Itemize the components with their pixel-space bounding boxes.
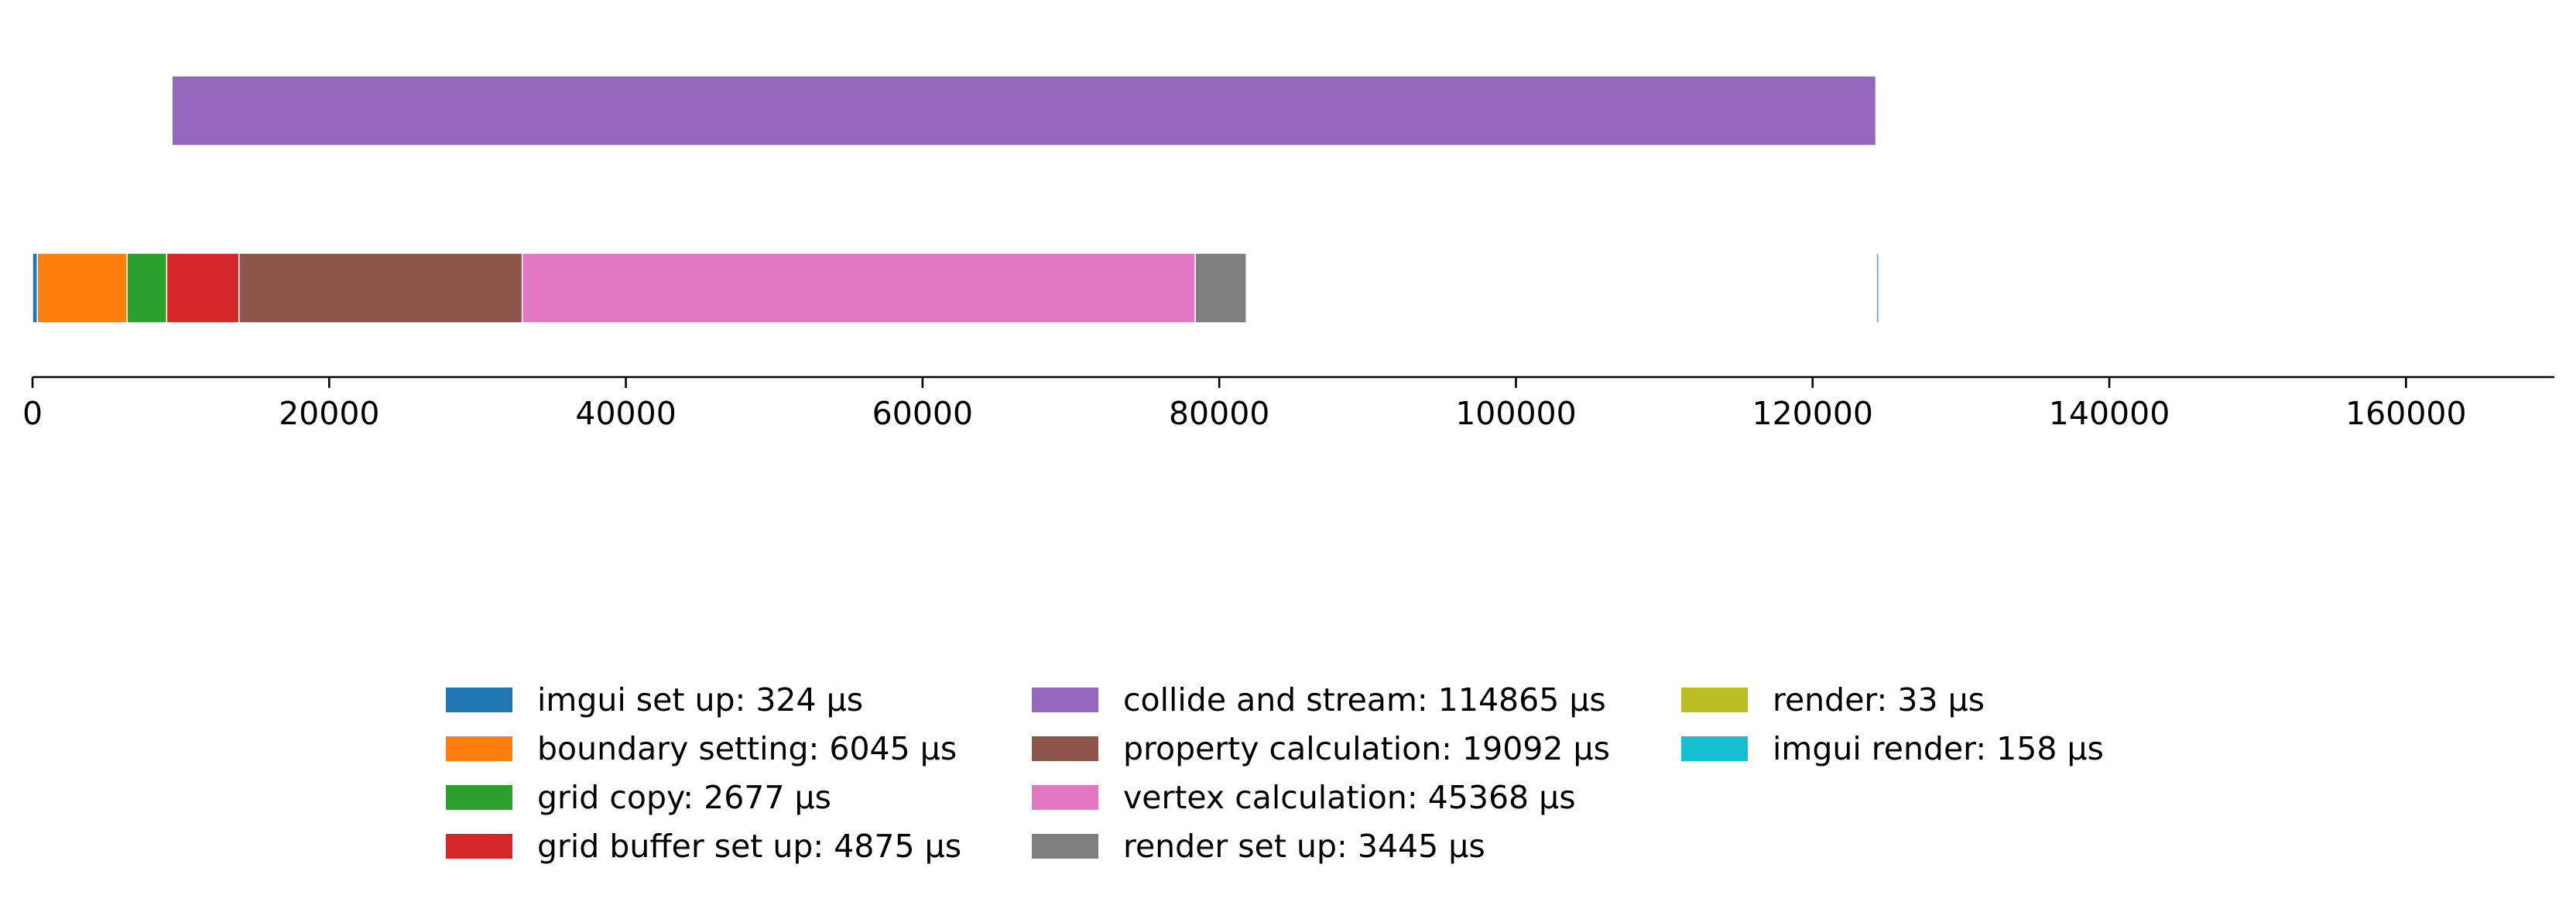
legend-item-boundary-setting: boundary setting: 6045 µs: [446, 730, 957, 767]
legend-swatch: [1032, 834, 1098, 859]
x-tick-label: 160000: [2345, 395, 2467, 432]
x-tick-label: 120000: [1752, 395, 1874, 432]
legend: imgui set up: 324 µs boundary setting: 60…: [446, 681, 2104, 865]
legend-item-grid-buffer-set-up: grid buffer set up: 4875 µs: [446, 828, 961, 865]
x-tick-label: 100000: [1455, 395, 1577, 432]
bar-grid-copy: [126, 252, 168, 324]
legend-item-collide-and-stream: collide and stream: 114865 µs: [1032, 681, 1606, 719]
legend-label: collide and stream: 114865 µs: [1123, 681, 1606, 719]
legend-label: property calculation: 19092 µs: [1123, 730, 1610, 767]
legend-item-render: render: 33 µs: [1681, 681, 1985, 719]
bar-imgui-render: [1875, 252, 1879, 324]
legend-swatch: [446, 834, 512, 859]
bar-boundary-setting: [36, 252, 128, 324]
legend-item-property-calculation: property calculation: 19092 µs: [1032, 730, 1610, 767]
legend-swatch: [1032, 736, 1098, 761]
legend-swatch: [446, 688, 512, 712]
legend-swatch: [1681, 736, 1748, 761]
legend-swatch: [446, 736, 512, 761]
x-tick-label: 0: [22, 395, 43, 432]
bar-imgui-set-up: [32, 252, 38, 324]
legend-item-imgui-render: imgui render: 158 µs: [1681, 730, 2104, 767]
legend-label: render set up: 3445 µs: [1123, 828, 1485, 865]
legend-swatch: [1032, 688, 1098, 712]
x-tick-label: 80000: [1169, 395, 1269, 432]
legend-swatch: [446, 785, 512, 810]
x-axis: 0 20000 40000 60000 80000 100000 120000 140000 1…: [22, 376, 2554, 432]
legend-label: render: 33 µs: [1773, 681, 1985, 719]
legend-label: grid buffer set up: 4875 µs: [537, 828, 961, 865]
legend-swatch: [1032, 785, 1098, 810]
legend-item-grid-copy: grid copy: 2677 µs: [446, 779, 831, 816]
bar-vertex-calculation: [521, 252, 1196, 324]
bar-grid-buffer-set-up: [166, 252, 240, 324]
legend-label: grid copy: 2677 µs: [537, 779, 831, 816]
bar-property-calculation: [238, 252, 523, 324]
x-tick-label: 40000: [575, 395, 676, 432]
legend-item-vertex-calculation: vertex calculation: 45368 µs: [1032, 779, 1576, 816]
x-tick-label: 140000: [2049, 395, 2170, 432]
legend-label: vertex calculation: 45368 µs: [1123, 779, 1576, 816]
x-tick-label: 20000: [279, 395, 379, 432]
bar-collide-and-stream: [171, 75, 1877, 146]
legend-item-imgui-set-up: imgui set up: 324 µs: [446, 681, 863, 719]
legend-item-render-set-up: render set up: 3445 µs: [1032, 828, 1485, 865]
legend-label: imgui render: 158 µs: [1773, 730, 2104, 767]
legend-swatch: [1681, 688, 1748, 712]
bars-group: [32, 75, 1879, 324]
x-tick-label: 60000: [872, 395, 973, 432]
legend-label: boundary setting: 6045 µs: [537, 730, 957, 767]
legend-label: imgui set up: 324 µs: [537, 681, 863, 719]
bar-render-set-up: [1194, 252, 1247, 324]
